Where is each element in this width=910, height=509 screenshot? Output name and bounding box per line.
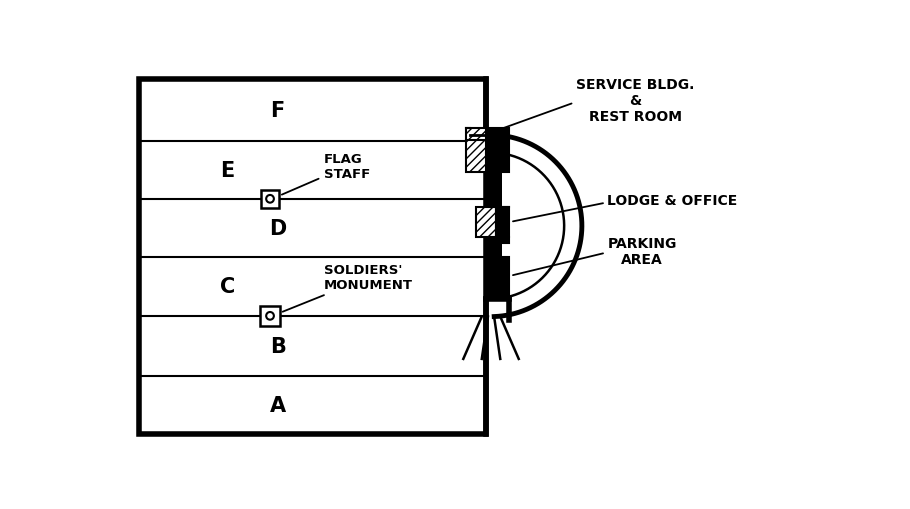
Bar [260,306,280,326]
Text: E: E [220,161,235,181]
Circle shape [267,195,274,203]
Text: LODGE & OFFICE: LODGE & OFFICE [607,194,737,208]
Text: SOLDIERS'
MONUMENT: SOLDIERS' MONUMENT [283,264,413,312]
Bar [486,129,509,173]
Text: C: C [220,277,236,297]
Text: SERVICE BLDG.
&
REST ROOM: SERVICE BLDG. & REST ROOM [577,78,695,124]
Bar [261,190,279,209]
Text: FLAG
STAFF: FLAG STAFF [282,153,370,195]
Text: A: A [269,395,286,415]
FancyBboxPatch shape [139,80,486,434]
Bar [486,130,501,299]
Bar [486,257,509,299]
Bar [477,207,497,238]
Text: F: F [270,101,285,121]
Circle shape [267,313,274,320]
Text: PARKING
AREA: PARKING AREA [607,237,677,267]
Text: D: D [269,218,287,238]
Bar [497,207,509,244]
Bar [466,129,486,173]
Text: B: B [269,336,286,356]
